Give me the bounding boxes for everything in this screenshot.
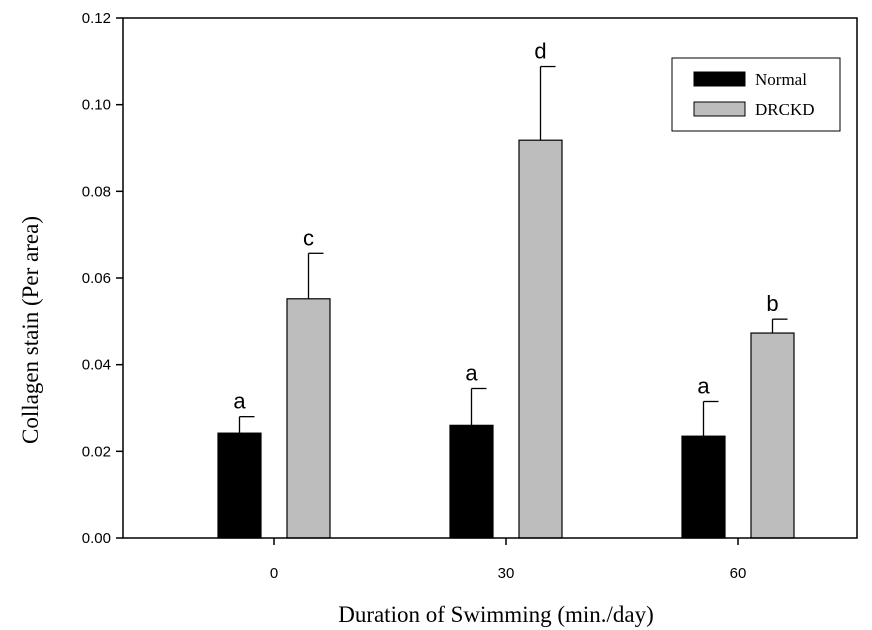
legend-box <box>671 57 841 132</box>
legend: Normal DRCKD <box>671 57 841 132</box>
y-tick-label: 0.10 <box>82 97 111 114</box>
legend-label: DRCKD <box>755 100 815 119</box>
significance-label: d <box>534 39 546 64</box>
y-tick-label: 0.04 <box>82 357 111 374</box>
y-tick-label: 0.00 <box>82 530 111 547</box>
y-tick-label: 0.08 <box>82 183 111 200</box>
x-tick-label: 30 <box>498 565 515 582</box>
significance-label: a <box>465 361 478 386</box>
significance-label: b <box>766 291 778 316</box>
x-axis-title: Duration of Swimming (min./day) <box>338 602 654 627</box>
plot-area: a c a d a b <box>217 39 795 539</box>
bar <box>681 435 726 539</box>
axes: 0.00 0.02 0.04 0.06 0.08 0.10 0.12 0 30 60 <box>82 10 858 582</box>
bar <box>518 139 563 539</box>
y-tick-label: 0.02 <box>82 443 111 460</box>
significance-label: a <box>697 374 710 399</box>
bar <box>286 298 331 539</box>
legend-swatch <box>693 101 746 117</box>
bar <box>217 432 262 539</box>
legend-label: Normal <box>755 70 807 89</box>
y-tick-label: 0.06 <box>82 270 111 287</box>
y-tick-label: 0.12 <box>82 10 111 27</box>
significance-label: c <box>303 225 314 250</box>
bar <box>750 332 795 539</box>
y-axis-title: Collagen stain (Per area) <box>18 216 43 444</box>
x-tick-label: 60 <box>730 565 747 582</box>
bar <box>449 424 494 539</box>
x-tick-label: 0 <box>270 565 278 582</box>
significance-label: a <box>233 389 246 414</box>
legend-swatch <box>693 71 746 87</box>
